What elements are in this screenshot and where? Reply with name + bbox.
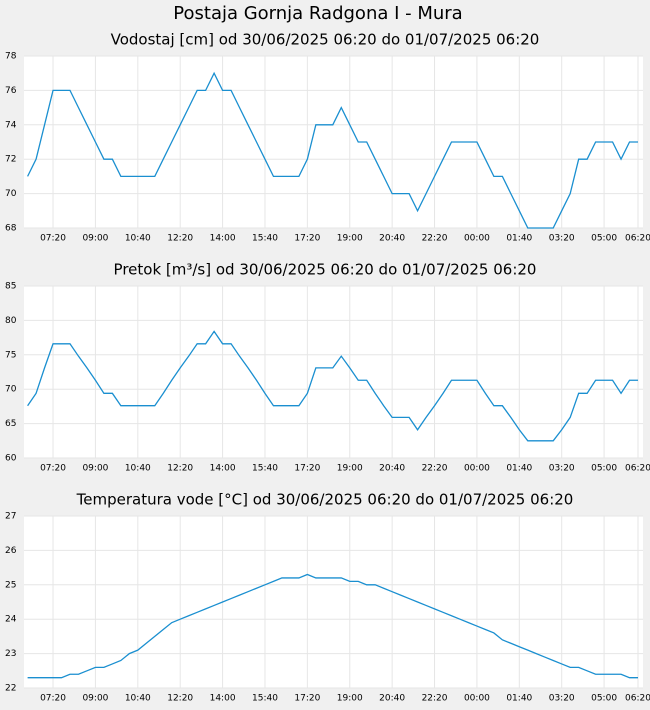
plot-area [24,56,643,228]
x-tick-label: 06:20 [625,694,650,704]
y-tick-label: 80 [5,316,17,326]
y-tick-label: 78 [5,52,17,62]
plot-area [24,286,643,458]
data-line [27,573,638,679]
y-tick-label: 70 [5,385,17,395]
page-title: Postaja Gornja Radgona I - Mura [173,3,462,24]
y-tick-label: 85 [5,282,16,292]
x-tick-label: 03:20 [549,234,575,244]
x-tick-label: 06:20 [625,234,650,244]
x-tick-label: 00:00 [464,234,490,244]
y-tick-label: 65 [5,419,16,429]
x-tick-label: 12:20 [167,234,193,244]
chart-subtitle: Vodostaj [cm] od 30/06/2025 06:20 do 01/… [111,31,540,49]
y-tick-label: 23 [5,649,16,659]
y-tick-label: 68 [5,224,17,234]
y-tick-label: 24 [5,615,17,625]
x-tick-label: 15:40 [252,234,278,244]
x-tick-label: 01:40 [506,694,532,704]
x-tick-label: 17:20 [294,234,320,244]
x-tick-label: 07:20 [40,464,66,474]
x-tick-label: 14:00 [210,464,236,474]
x-tick-label: 07:20 [40,234,66,244]
x-tick-label: 09:00 [82,464,108,474]
x-tick-label: 10:40 [125,464,151,474]
y-tick-label: 22 [5,684,16,694]
chart-subtitle: Pretok [m³/s] od 30/06/2025 06:20 do 01/… [114,261,537,279]
y-tick-label: 27 [5,512,16,522]
y-tick-label: 76 [5,86,17,96]
x-tick-label: 12:20 [167,464,193,474]
x-tick-label: 10:40 [125,234,151,244]
x-tick-label: 05:00 [591,234,617,244]
y-tick-label: 70 [5,189,17,199]
x-tick-label: 14:00 [210,234,236,244]
x-tick-label: 19:00 [337,234,363,244]
x-tick-label: 22:20 [422,464,448,474]
y-tick-label: 74 [5,120,17,130]
x-tick-label: 15:40 [252,464,278,474]
x-tick-label: 00:00 [464,464,490,474]
x-tick-label: 22:20 [422,694,448,704]
x-tick-label: 09:00 [82,694,108,704]
x-tick-label: 14:00 [210,694,236,704]
y-tick-label: 26 [5,546,17,556]
x-tick-label: 17:20 [294,464,320,474]
x-tick-label: 20:40 [379,694,405,704]
x-tick-label: 19:00 [337,694,363,704]
x-tick-label: 15:40 [252,694,278,704]
data-line [27,71,638,229]
x-tick-label: 05:00 [591,694,617,704]
x-tick-label: 09:00 [82,234,108,244]
x-tick-label: 01:40 [506,464,532,474]
x-tick-label: 05:00 [591,464,617,474]
chart-subtitle: Temperatura vode [°C] od 30/06/2025 06:2… [76,491,574,509]
y-tick-label: 25 [5,580,16,590]
x-tick-label: 06:20 [625,464,650,474]
x-tick-label: 20:40 [379,234,405,244]
plot-area [24,516,643,688]
x-tick-label: 00:00 [464,694,490,704]
x-tick-label: 03:20 [549,464,575,474]
y-tick-label: 72 [5,155,16,165]
data-line [27,330,638,442]
x-tick-label: 10:40 [125,694,151,704]
x-tick-label: 17:20 [294,694,320,704]
x-tick-label: 19:00 [337,464,363,474]
x-tick-label: 12:20 [167,694,193,704]
x-tick-label: 01:40 [506,234,532,244]
x-tick-label: 03:20 [549,694,575,704]
x-tick-label: 20:40 [379,464,405,474]
x-tick-label: 07:20 [40,694,66,704]
y-tick-label: 75 [5,350,16,360]
y-tick-label: 60 [5,454,17,464]
x-tick-label: 22:20 [422,234,448,244]
